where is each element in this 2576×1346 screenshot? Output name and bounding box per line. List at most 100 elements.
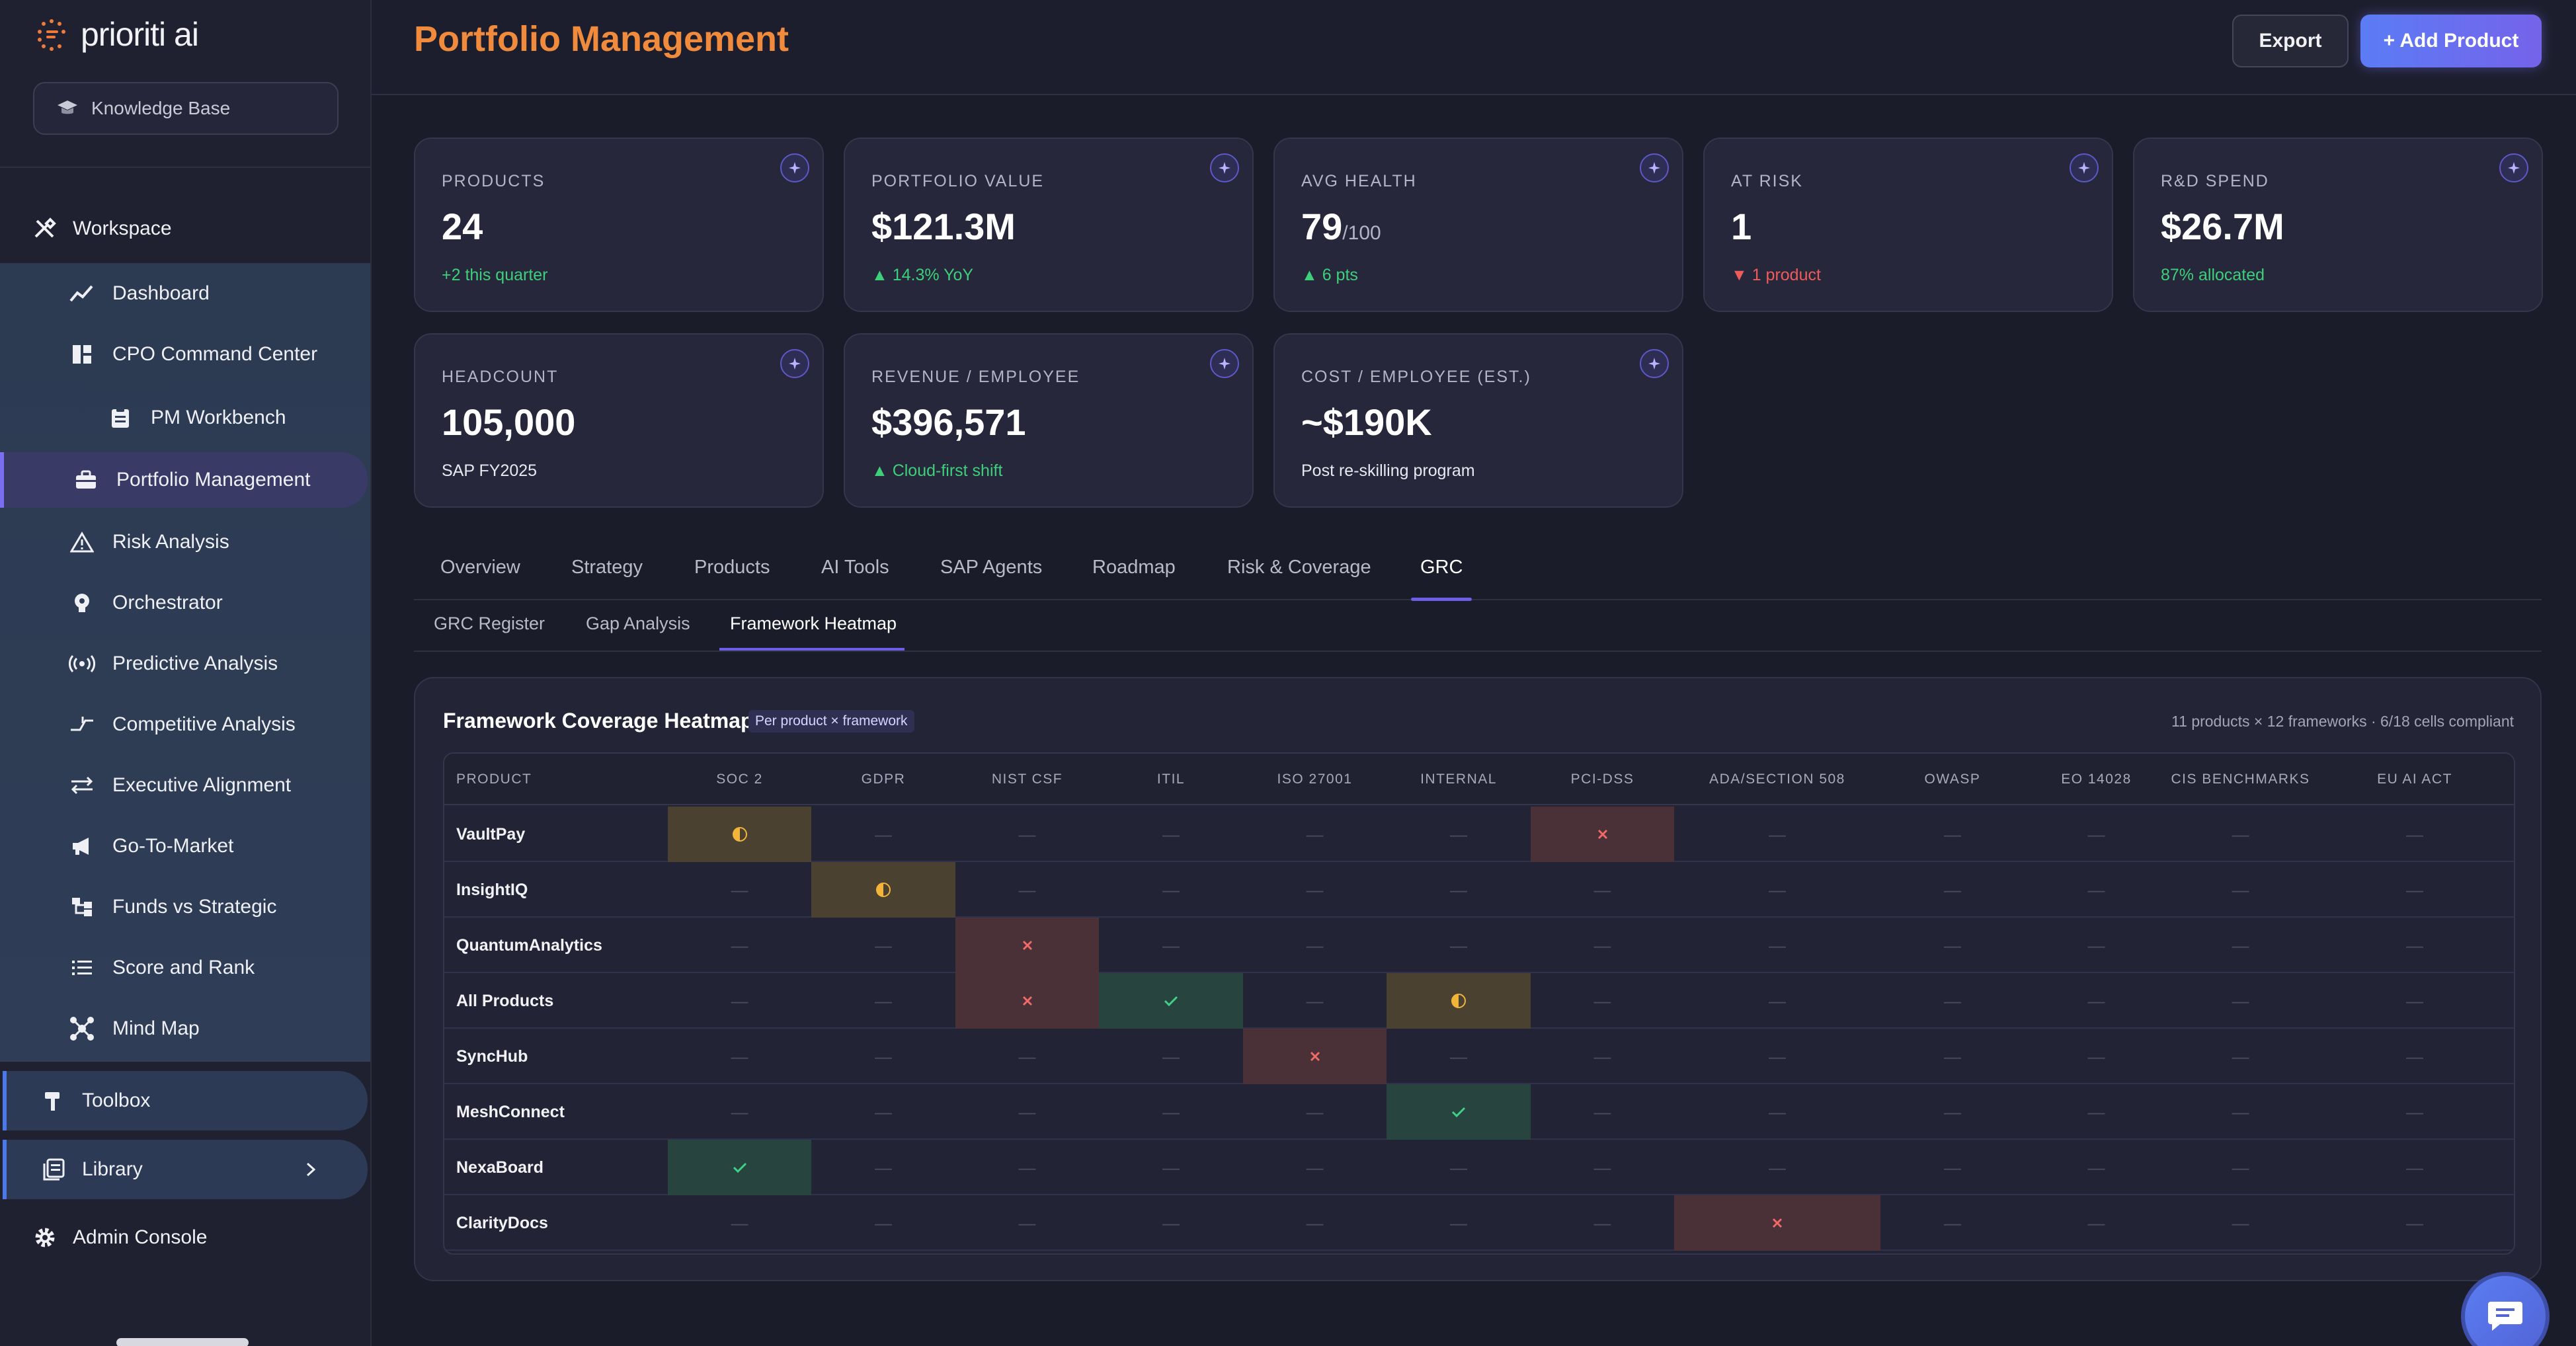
- heatmap-cell-empty[interactable]: —: [1306, 935, 1324, 955]
- table-row[interactable]: NexaBoard — — — — — — — — — — —: [444, 1140, 2514, 1195]
- heatmap-cell-gap[interactable]: [1531, 807, 1674, 862]
- heatmap-cell-empty[interactable]: —: [2087, 1101, 2105, 1122]
- tab-risk-coverage[interactable]: Risk & Coverage: [1227, 557, 1371, 578]
- heatmap-cell-empty[interactable]: —: [2406, 935, 2423, 955]
- ai-sparkle-icon[interactable]: [1640, 153, 1669, 182]
- tab-grc[interactable]: GRC: [1420, 557, 1463, 578]
- column-header[interactable]: NIST CSF: [991, 772, 1063, 787]
- heatmap-cell-empty[interactable]: —: [2087, 1046, 2105, 1066]
- column-header[interactable]: SOC 2: [716, 772, 763, 787]
- sidebar-item-funds-vs-strategic[interactable]: Funds vs Strategic: [0, 879, 370, 935]
- ai-sparkle-icon[interactable]: [2499, 153, 2528, 182]
- heatmap-cell-empty[interactable]: —: [1018, 879, 1036, 900]
- heatmap-cell-empty[interactable]: —: [2406, 824, 2423, 844]
- heatmap-cell-empty[interactable]: —: [2232, 1212, 2249, 1233]
- ai-sparkle-icon[interactable]: [1210, 153, 1239, 182]
- table-row[interactable]: SyncHub — — — — — — — — — — —: [444, 1029, 2514, 1084]
- ai-sparkle-icon[interactable]: [780, 153, 809, 182]
- ai-sparkle-icon[interactable]: [1210, 349, 1239, 378]
- app-logo[interactable]: prioriti ai: [33, 15, 199, 54]
- heatmap-cell-empty[interactable]: —: [1306, 879, 1324, 900]
- heatmap-cell-empty[interactable]: —: [1450, 1046, 1467, 1066]
- table-row[interactable]: QuantumAnalytics — — — — — — — — — — —: [444, 918, 2514, 973]
- heatmap-cell-empty[interactable]: —: [2087, 879, 2105, 900]
- heatmap-cell-empty[interactable]: —: [1944, 1101, 1961, 1122]
- heatmap-cell-empty[interactable]: —: [1944, 879, 1961, 900]
- heatmap-cell-empty[interactable]: —: [2232, 1157, 2249, 1177]
- heatmap-cell-empty[interactable]: —: [1769, 879, 1786, 900]
- heatmap-cell-partial[interactable]: [811, 862, 955, 918]
- sidebar-item-executive-alignment[interactable]: Executive Alignment: [0, 758, 370, 813]
- heatmap-cell-empty[interactable]: —: [2406, 1157, 2423, 1177]
- heatmap-cell-empty[interactable]: —: [2232, 935, 2249, 955]
- column-header[interactable]: ISO 27001: [1277, 772, 1353, 787]
- heatmap-cell-empty[interactable]: —: [875, 1046, 892, 1066]
- heatmap-cell-empty[interactable]: —: [2087, 990, 2105, 1011]
- heatmap-cell-empty[interactable]: —: [1162, 935, 1180, 955]
- heatmap-cell-empty[interactable]: —: [1450, 824, 1467, 844]
- ai-sparkle-icon[interactable]: [2070, 153, 2099, 182]
- heatmap-cell-empty[interactable]: —: [1162, 1212, 1180, 1233]
- tab-sap-agents[interactable]: SAP Agents: [940, 557, 1043, 578]
- heatmap-cell-empty[interactable]: —: [1593, 1046, 1611, 1066]
- heatmap-cell-empty[interactable]: —: [731, 1212, 748, 1233]
- heatmap-cell-empty[interactable]: —: [1450, 1212, 1467, 1233]
- table-row[interactable]: ClarityDocs — — — — — — — — — — —: [444, 1195, 2514, 1251]
- sidebar-scrollbar[interactable]: [116, 1338, 249, 1346]
- sidebar-item-mind-map[interactable]: Mind Map: [0, 1001, 370, 1056]
- heatmap-cell-empty[interactable]: —: [1018, 1212, 1036, 1233]
- heatmap-cell-gap[interactable]: [955, 918, 1099, 973]
- sidebar-item-cpo-command-center[interactable]: CPO Command Center: [0, 327, 370, 382]
- heatmap-cell-empty[interactable]: —: [1769, 824, 1786, 844]
- heatmap-cell-empty[interactable]: —: [2232, 824, 2249, 844]
- heatmap-cell-compliant[interactable]: [1387, 1084, 1531, 1140]
- heatmap-cell-empty[interactable]: —: [1162, 879, 1180, 900]
- heatmap-cell-empty[interactable]: —: [2406, 990, 2423, 1011]
- heatmap-cell-empty[interactable]: —: [1450, 935, 1467, 955]
- sidebar-item-pm-workbench[interactable]: PM Workbench: [0, 390, 370, 446]
- sidebar-item-risk-analysis[interactable]: Risk Analysis: [0, 514, 370, 570]
- export-button[interactable]: Export: [2232, 15, 2349, 67]
- heatmap-cell-empty[interactable]: —: [1306, 824, 1324, 844]
- column-header[interactable]: PCI-DSS: [1570, 772, 1634, 787]
- column-header[interactable]: INTERNAL: [1420, 772, 1497, 787]
- sidebar-item-orchestrator[interactable]: Orchestrator: [0, 575, 370, 631]
- heatmap-cell-empty[interactable]: —: [1593, 1212, 1611, 1233]
- subtab-framework-heatmap[interactable]: Framework Heatmap: [730, 614, 897, 633]
- tab-roadmap[interactable]: Roadmap: [1092, 557, 1176, 578]
- table-row[interactable]: MeshConnect — — — — — — — — — — —: [444, 1084, 2514, 1140]
- heatmap-cell-empty[interactable]: —: [2087, 1212, 2105, 1233]
- heatmap-cell-empty[interactable]: —: [1450, 879, 1467, 900]
- column-header[interactable]: PRODUCT: [456, 772, 532, 787]
- add-product-button[interactable]: + Add Product: [2360, 15, 2542, 67]
- heatmap-cell-empty[interactable]: —: [1162, 1157, 1180, 1177]
- heatmap-cell-empty[interactable]: —: [2087, 1157, 2105, 1177]
- heatmap-cell-empty[interactable]: —: [875, 935, 892, 955]
- heatmap-cell-empty[interactable]: —: [1593, 935, 1611, 955]
- column-header[interactable]: OWASP: [1924, 772, 1981, 787]
- ai-sparkle-icon[interactable]: [780, 349, 809, 378]
- column-header[interactable]: EU AI ACT: [2377, 772, 2452, 787]
- heatmap-cell-partial[interactable]: [668, 807, 811, 862]
- heatmap-cell-empty[interactable]: —: [1593, 879, 1611, 900]
- heatmap-cell-empty[interactable]: —: [2232, 990, 2249, 1011]
- heatmap-cell-gap[interactable]: [1674, 1195, 1880, 1251]
- heatmap-cell-empty[interactable]: —: [1769, 990, 1786, 1011]
- table-row[interactable]: InsightIQ — — — — — — — — — — —: [444, 862, 2514, 918]
- tab-products[interactable]: Products: [694, 557, 770, 578]
- heatmap-cell-empty[interactable]: —: [731, 1101, 748, 1122]
- sidebar-item-competitive-analysis[interactable]: Competitive Analysis: [0, 697, 370, 752]
- heatmap-cell-gap[interactable]: [1243, 1029, 1387, 1084]
- heatmap-cell-empty[interactable]: —: [1769, 1046, 1786, 1066]
- heatmap-cell-empty[interactable]: —: [2406, 1046, 2423, 1066]
- heatmap-cell-gap[interactable]: [955, 973, 1099, 1029]
- heatmap-cell-empty[interactable]: —: [2406, 879, 2423, 900]
- heatmap-cell-empty[interactable]: —: [1162, 1101, 1180, 1122]
- heatmap-cell-empty[interactable]: —: [1769, 1101, 1786, 1122]
- heatmap-cell-empty[interactable]: —: [1593, 1157, 1611, 1177]
- sidebar-item-portfolio-management[interactable]: Portfolio Management: [0, 452, 368, 508]
- heatmap-cell-empty[interactable]: —: [731, 990, 748, 1011]
- heatmap-cell-empty[interactable]: —: [2232, 879, 2249, 900]
- heatmap-cell-empty[interactable]: —: [1944, 1212, 1961, 1233]
- heatmap-cell-empty[interactable]: —: [731, 1046, 748, 1066]
